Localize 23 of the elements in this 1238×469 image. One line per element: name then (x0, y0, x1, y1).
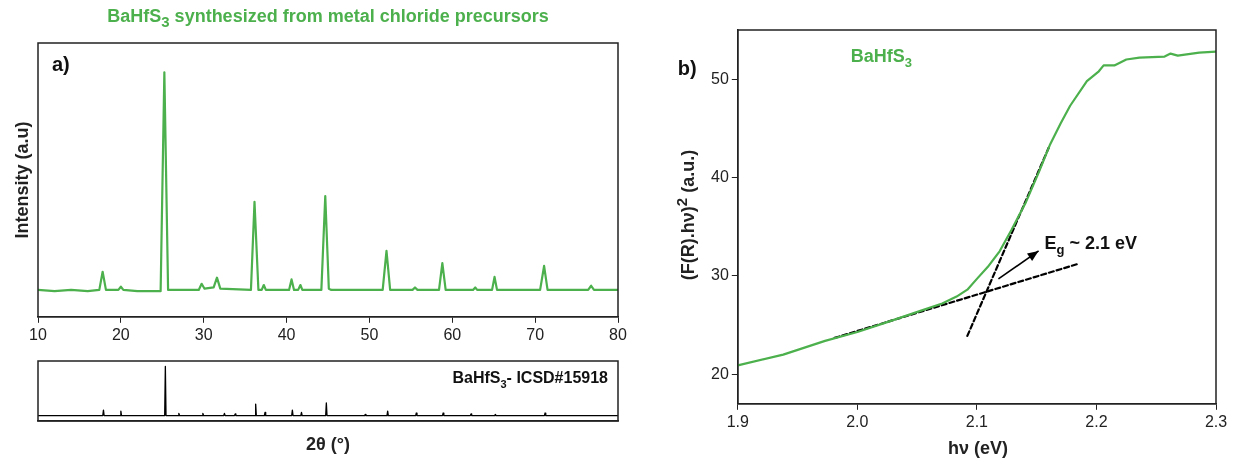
y-tick-label: 40 (711, 167, 729, 185)
text: b) (677, 57, 697, 79)
x-axis-title: 2θ (°) (306, 434, 350, 455)
x-tick-label: 50 (360, 325, 379, 343)
y-tick-label: 20 (711, 364, 729, 382)
x-tick-label: 2.3 (1204, 412, 1228, 430)
x-tick-label: 10 (29, 325, 47, 343)
x-tick-label: 60 (443, 325, 462, 343)
x-tick-label: 2.0 (846, 412, 869, 430)
y-tick-label: 30 (711, 266, 729, 284)
x-tick-label: 2.2 (1085, 412, 1108, 430)
y-axis-title: Intensity (a.u) (11, 121, 33, 239)
x-tick-label: 2.1 (965, 412, 989, 430)
x-tick-label: 20 (111, 325, 130, 343)
x-tick-label: 1.9 (726, 412, 750, 430)
annotation: a) (52, 53, 70, 75)
x-axis-title: hν (eV) (947, 438, 1009, 459)
x-tick-label: 80 (609, 325, 627, 343)
y-tick-label: 50 (711, 69, 729, 87)
x-tick-label: 40 (277, 325, 296, 343)
x-tick-label: 30 (194, 325, 213, 343)
chart-title: BaHfS$_{3}$ synthesized from metal chloride precursors (107, 6, 549, 30)
x-tick-label: 70 (526, 325, 545, 343)
